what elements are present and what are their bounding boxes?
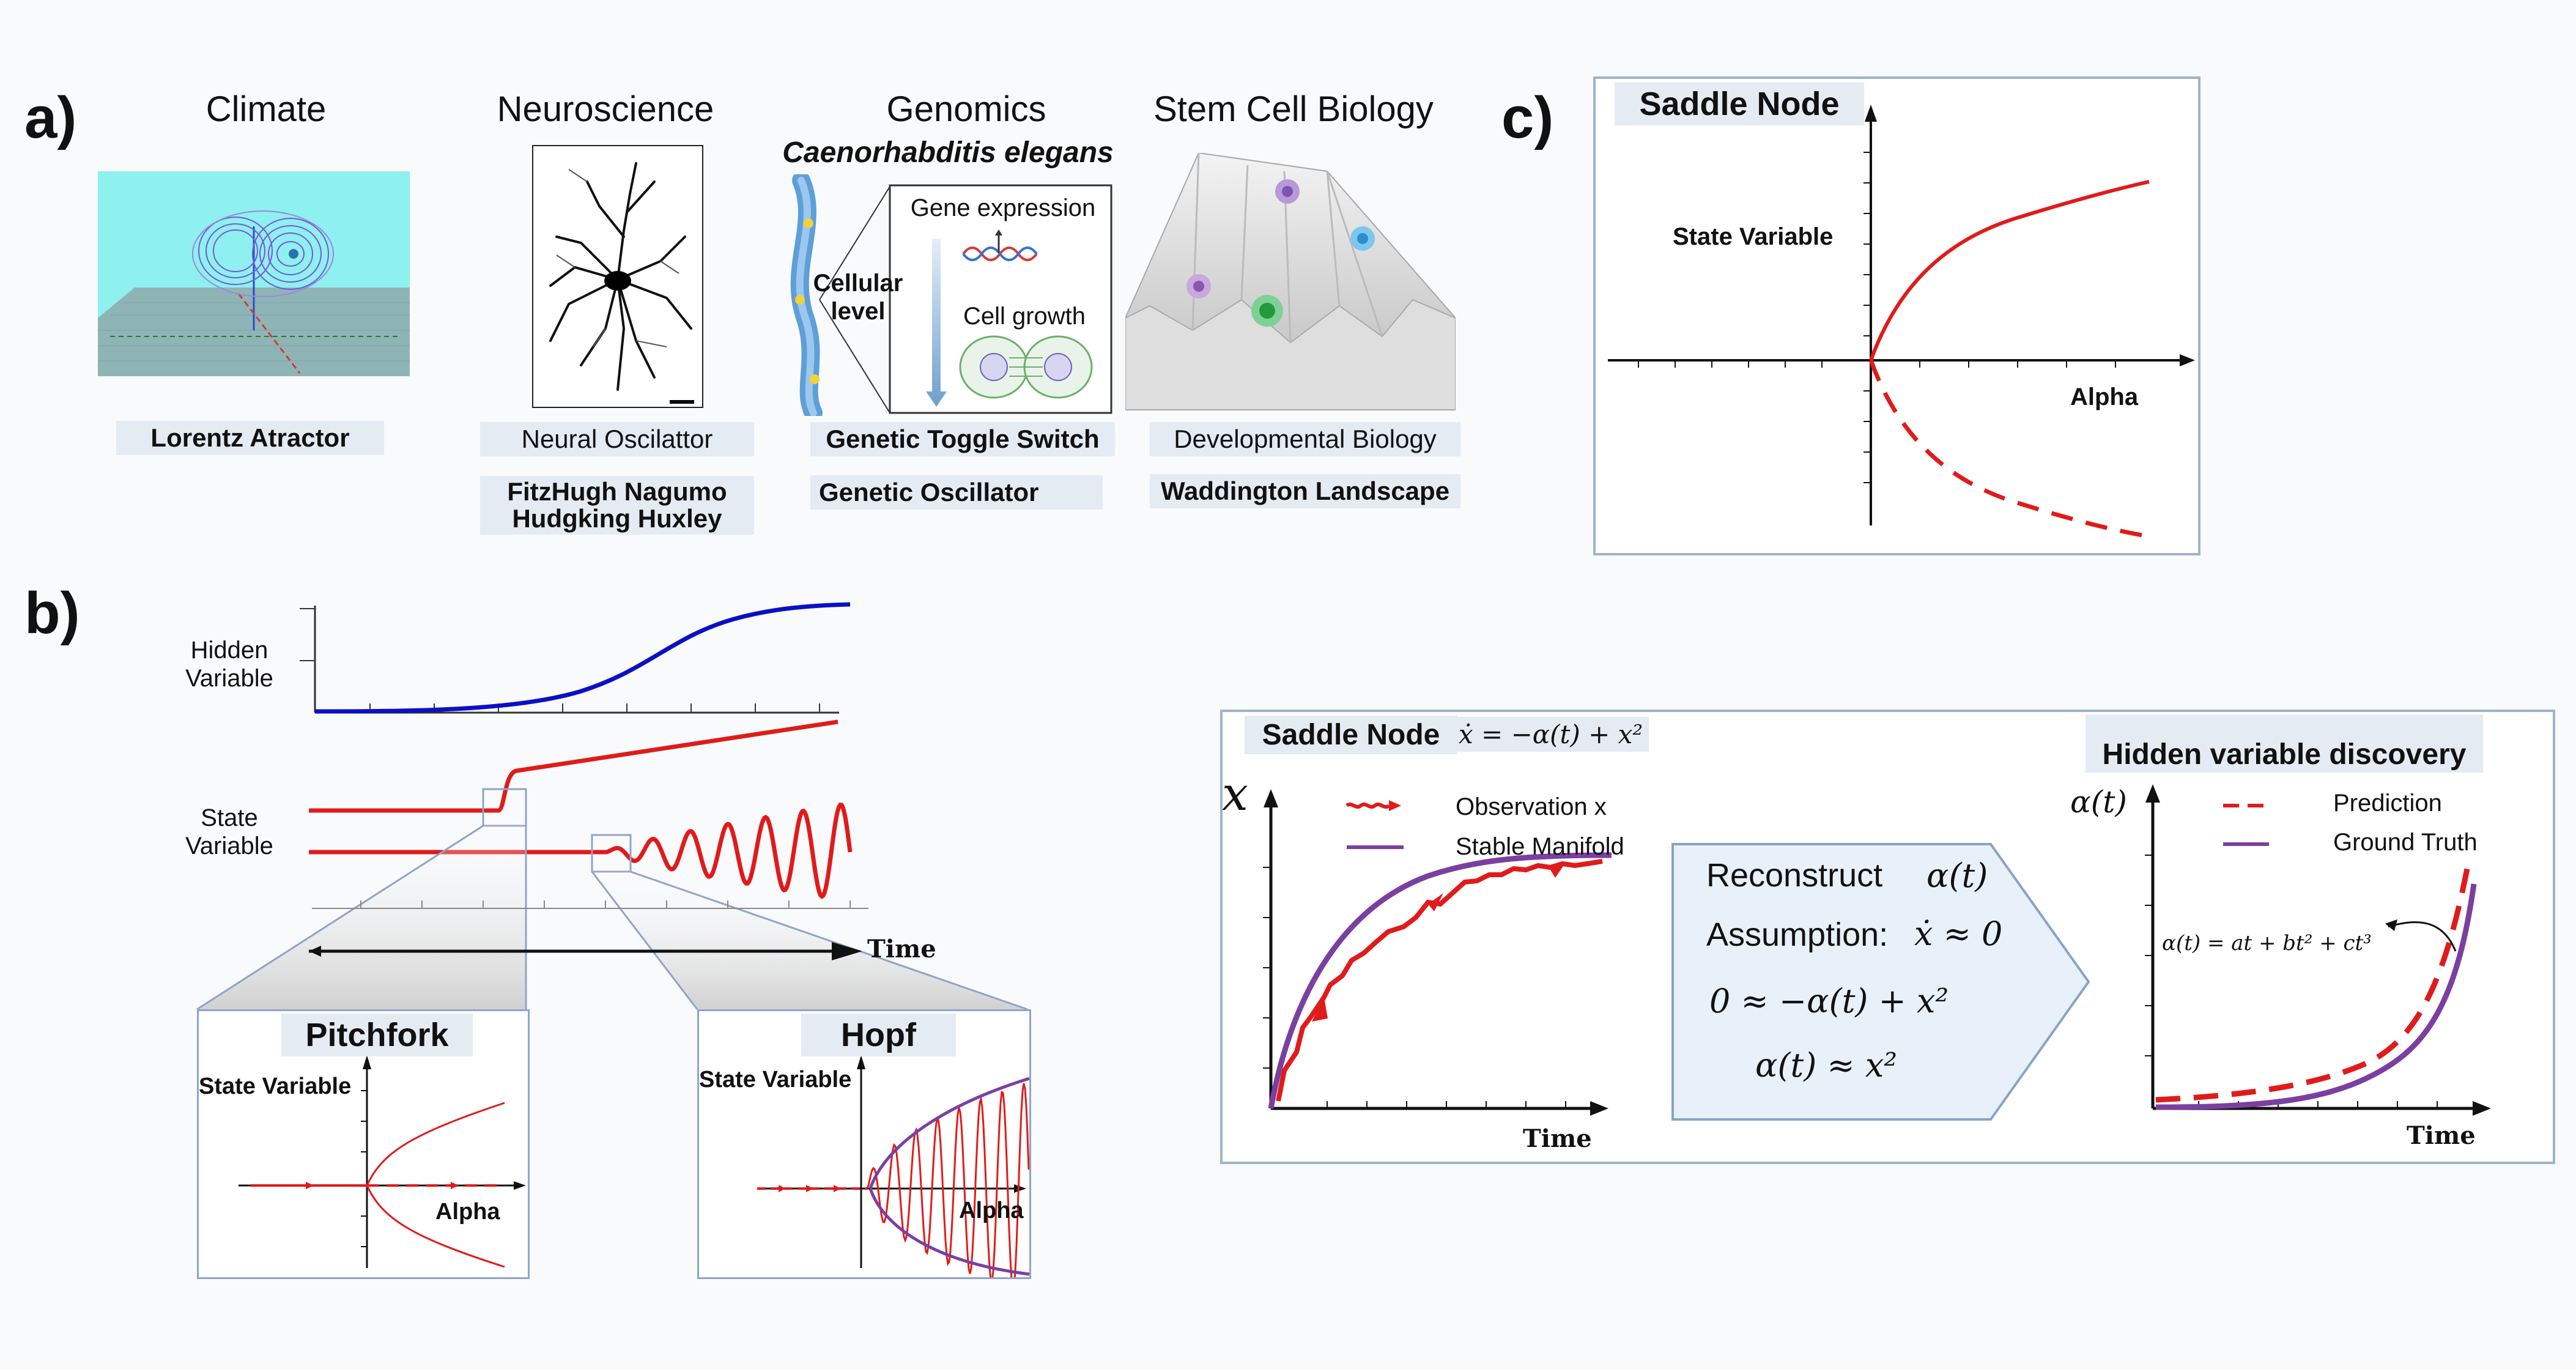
fitzhugh-pill: FitzHugh Nagumo Hudgking Huxley <box>480 476 754 535</box>
gene-expression-label: Gene expression <box>910 195 1096 221</box>
lorentz-pill: Lorentz Atractor <box>116 421 384 455</box>
toggle-switch-pill: Genetic Toggle Switch <box>810 422 1115 456</box>
cell-growth-label: Cell growth <box>963 303 1086 330</box>
cellular-line: Cellular <box>813 270 903 297</box>
stem-cell-title: Stem Cell Biology <box>1153 89 1434 129</box>
hidden-line: Hidden <box>190 637 268 664</box>
level-line: level <box>831 298 886 325</box>
variable-line: Variable <box>185 665 273 692</box>
genomics-title: Genomics <box>886 89 1046 129</box>
waddington-pill: Waddington Landscape <box>1150 474 1460 508</box>
stable-manifold-curve <box>1268 852 1612 1109</box>
saddle-node-c-ylabel: State Variable <box>1673 223 1834 250</box>
reconstruct-label: Reconstruct <box>1706 857 1883 894</box>
hidden-variable-discovery-title: Hidden variable discovery <box>2086 714 2483 773</box>
genetic-oscillator-pill: Genetic Oscillator <box>810 475 1103 510</box>
genomics-diagram <box>777 171 1119 422</box>
panel-label-b: b) <box>24 581 80 646</box>
variable-line-2: Variable <box>185 833 273 859</box>
x-axis-symbol: x <box>1222 766 1248 821</box>
hopf-trace <box>309 802 853 899</box>
assumption-label: Assumption: <box>1706 916 1889 953</box>
panel-label-a: a) <box>24 85 77 150</box>
time-label-discovery: Time <box>2407 1121 2476 1150</box>
alpha-axis-label: α(t) <box>2070 784 2127 820</box>
panel-label-c: c) <box>1501 85 1554 150</box>
reconstruct-alpha: α(t) <box>1926 856 1988 895</box>
hidden-variable-label: Hidden Variable <box>171 636 287 692</box>
polynomial-fit-label: α(t) = at + bt² + ct³ <box>2162 931 2372 955</box>
unstable-branch <box>1868 359 2150 539</box>
stable-branch <box>1869 180 2150 362</box>
waddington-landscape-image <box>1123 152 1456 413</box>
pitchfork-ylabel: State Variable <box>199 1074 352 1099</box>
panel-d-graphics <box>1263 784 2491 1121</box>
neuro-title: Neuroscience <box>497 89 714 129</box>
climate-title: Climate <box>205 89 327 129</box>
legend-stable-manifold: Stable Manifold <box>1456 833 1624 860</box>
cellular-level-label: Cellular level <box>800 269 916 325</box>
c-elegans-label: Caenorhabditis elegans <box>782 136 1114 169</box>
pitchfork-trace <box>309 719 838 813</box>
pitchfork-title: Pitchfork <box>281 1014 473 1056</box>
saddle-node-equation: ẋ = −α(t) + x² <box>1453 717 1649 752</box>
equation-1: 0 ≈ −α(t) + x² <box>1709 982 1949 1020</box>
time-label-b: Time <box>867 935 936 963</box>
saddle-node-panel-c <box>1593 76 2200 555</box>
fitzhugh-line: FitzHugh Nagumo <box>507 477 727 506</box>
developmental-biology-pill: Developmental Biology <box>1150 422 1460 456</box>
hopf-panel <box>697 1009 1031 1293</box>
neuron-image <box>532 145 703 408</box>
reconstruct-box <box>1671 843 2090 1121</box>
state-line: State <box>201 804 258 831</box>
equation-2: α(t) ≈ x² <box>1755 1046 1897 1085</box>
lorentz-attractor-image <box>98 171 410 376</box>
hopf-ylabel: State Variable <box>699 1067 852 1093</box>
ground-truth-curve <box>2155 883 2477 1110</box>
observation-curve <box>1276 859 1603 1102</box>
hodgkin-line: Hudgking Huxley <box>512 504 722 533</box>
legend-observation: Observation x <box>1456 793 1607 820</box>
saddle-node-title-c: Saddle Node <box>1615 83 1864 125</box>
pitchfork-xlabel: Alpha <box>435 1199 500 1225</box>
legend-prediction: Prediction <box>2333 790 2442 817</box>
time-label-d: Time <box>1523 1124 1592 1153</box>
saddle-node-c-xlabel: Alpha <box>2070 384 2139 410</box>
saddle-node-title-d: Saddle Node <box>1245 716 1457 754</box>
state-variable-label: State Variable <box>171 804 287 860</box>
hopf-title: Hopf <box>801 1014 956 1056</box>
assumption-equation: ẋ ≈ 0 <box>1914 915 2003 953</box>
prediction-curve <box>2155 865 2471 1103</box>
neural-oscillator-pill: Neural Oscilattor <box>480 422 754 456</box>
hidden-variable-curve <box>314 602 851 714</box>
legend-ground-truth: Ground Truth <box>2333 829 2478 856</box>
hopf-xlabel: Alpha <box>959 1198 1024 1223</box>
